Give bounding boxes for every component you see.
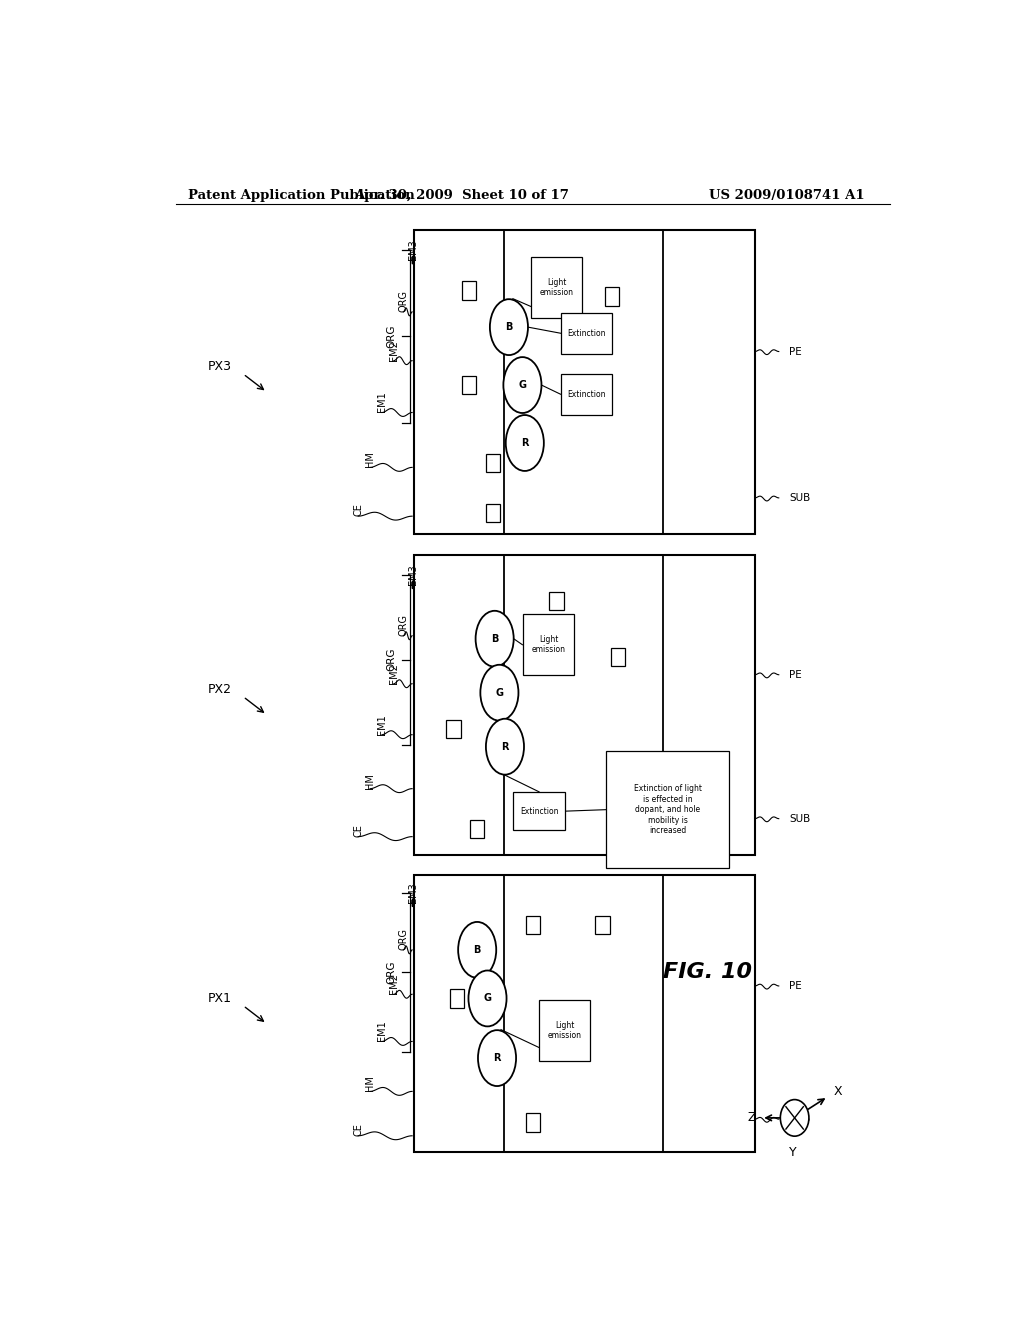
Bar — [462, 281, 476, 300]
Text: Patent Application Publication: Patent Application Publication — [187, 189, 415, 202]
Text: PE: PE — [790, 347, 802, 356]
Text: EM3: EM3 — [408, 882, 418, 903]
Ellipse shape — [489, 300, 528, 355]
Text: FIG. 10: FIG. 10 — [663, 961, 752, 982]
Text: CE: CE — [353, 824, 364, 837]
Ellipse shape — [506, 414, 544, 471]
Bar — [486, 504, 500, 523]
Text: SUB: SUB — [790, 1114, 810, 1125]
Text: EM2: EM2 — [389, 663, 399, 684]
Text: EM2: EM2 — [389, 973, 399, 994]
Bar — [606, 751, 729, 869]
Text: CE: CE — [353, 1123, 364, 1135]
Text: EM1: EM1 — [377, 714, 387, 735]
Text: B: B — [490, 634, 499, 644]
Bar — [550, 593, 563, 610]
Bar — [561, 374, 612, 414]
Text: G: G — [518, 380, 526, 389]
Text: EM1: EM1 — [377, 392, 387, 412]
Text: HM: HM — [365, 451, 375, 467]
Circle shape — [780, 1100, 809, 1137]
Text: Apr. 30, 2009  Sheet 10 of 17: Apr. 30, 2009 Sheet 10 of 17 — [354, 189, 568, 202]
Text: ORG: ORG — [386, 961, 396, 983]
Bar — [451, 989, 465, 1007]
Text: EM1: EM1 — [377, 1020, 387, 1041]
Text: PE: PE — [790, 669, 802, 680]
Bar — [610, 648, 625, 665]
Bar — [462, 376, 476, 395]
Text: Z: Z — [748, 1111, 756, 1125]
Ellipse shape — [468, 970, 507, 1027]
Bar — [523, 614, 574, 676]
Text: CE: CE — [353, 503, 364, 516]
Text: HM: HM — [365, 1076, 375, 1092]
Ellipse shape — [475, 611, 514, 667]
Bar — [595, 916, 609, 935]
Text: R: R — [501, 742, 509, 751]
Text: SUB: SUB — [790, 492, 810, 503]
Bar — [561, 313, 612, 354]
Bar — [525, 1113, 540, 1131]
Text: Extinction: Extinction — [567, 329, 606, 338]
Text: X: X — [834, 1085, 842, 1098]
Text: SUB: SUB — [790, 813, 810, 824]
Bar — [513, 792, 565, 830]
Text: PX3: PX3 — [207, 360, 231, 374]
Text: PX2: PX2 — [207, 682, 231, 696]
Bar — [539, 999, 590, 1061]
Text: EM2: EM2 — [389, 339, 399, 360]
Bar — [486, 454, 500, 473]
Text: Light
emission: Light emission — [548, 1020, 582, 1040]
Text: ORG: ORG — [398, 614, 409, 636]
Bar — [414, 554, 755, 854]
Bar — [414, 875, 755, 1152]
Text: HM: HM — [365, 772, 375, 788]
Bar — [446, 719, 461, 738]
Text: Extinction of light
is effected in
dopant, and hole
mobility is
increased: Extinction of light is effected in dopan… — [634, 784, 701, 836]
Text: R: R — [521, 438, 528, 447]
Text: Extinction: Extinction — [567, 389, 606, 399]
Ellipse shape — [458, 921, 497, 978]
Text: G: G — [496, 688, 504, 698]
Text: B: B — [505, 322, 513, 333]
Text: R: R — [494, 1053, 501, 1063]
Text: G: G — [483, 994, 492, 1003]
Text: Light
emission: Light emission — [540, 277, 573, 297]
Text: PE: PE — [790, 981, 802, 991]
Text: EM3: EM3 — [408, 564, 418, 585]
Bar — [530, 257, 583, 318]
Text: ORG: ORG — [386, 325, 396, 348]
Text: PX1: PX1 — [207, 991, 231, 1005]
Text: Extinction: Extinction — [520, 807, 558, 816]
Ellipse shape — [504, 358, 542, 413]
Text: Light
emission: Light emission — [531, 635, 565, 655]
Text: US 2009/0108741 A1: US 2009/0108741 A1 — [709, 189, 864, 202]
Text: EM3: EM3 — [408, 239, 418, 260]
Text: Y: Y — [790, 1146, 797, 1159]
Text: ORG: ORG — [398, 928, 409, 950]
Bar — [470, 820, 484, 838]
Ellipse shape — [480, 665, 518, 721]
Text: ORG: ORG — [386, 648, 396, 672]
Ellipse shape — [486, 719, 524, 775]
Bar — [525, 916, 540, 935]
Bar — [605, 288, 620, 306]
Text: ORG: ORG — [398, 290, 409, 312]
Ellipse shape — [478, 1030, 516, 1086]
Bar — [414, 230, 755, 535]
Text: B: B — [473, 945, 481, 954]
